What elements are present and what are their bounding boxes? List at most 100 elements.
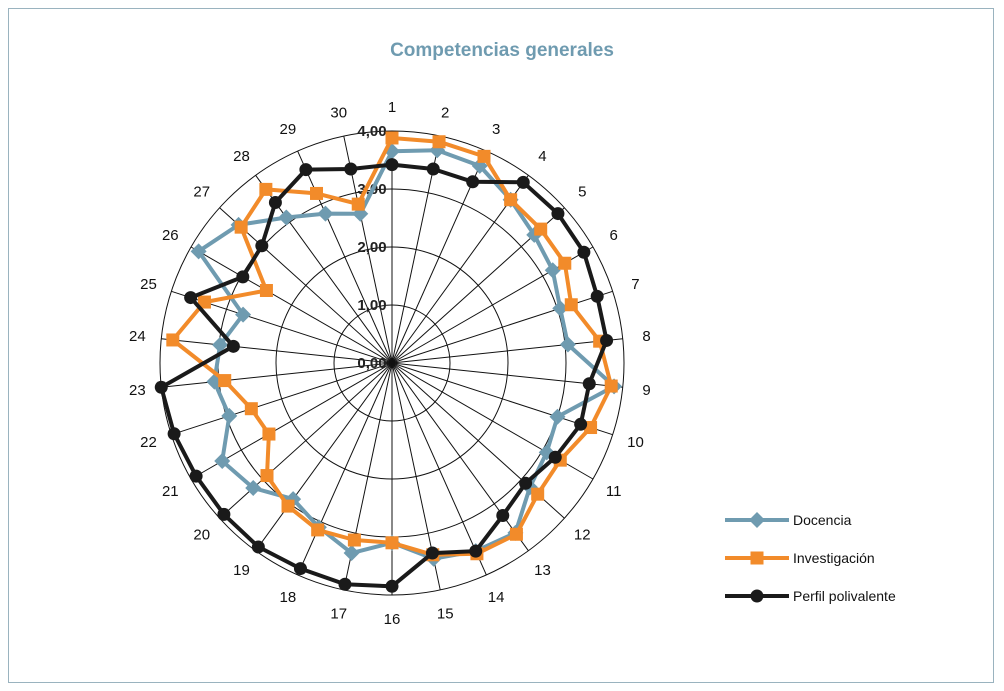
data-point bbox=[590, 289, 604, 303]
grid-spoke bbox=[190, 246, 393, 364]
axis-label-30: 30 bbox=[330, 105, 347, 122]
data-point bbox=[218, 374, 232, 388]
data-point bbox=[299, 163, 313, 177]
data-point bbox=[496, 508, 510, 522]
legend-item: Perfil polivalente bbox=[725, 581, 955, 619]
data-point bbox=[425, 546, 439, 560]
grid-spoke bbox=[391, 175, 529, 364]
axis-label-5: 5 bbox=[578, 184, 586, 201]
data-point bbox=[558, 256, 572, 270]
axis-label-2: 2 bbox=[441, 105, 449, 122]
data-point bbox=[343, 545, 360, 562]
legend-marker bbox=[749, 512, 765, 528]
data-point bbox=[268, 196, 282, 210]
axis-label-24: 24 bbox=[129, 328, 146, 345]
data-point bbox=[432, 135, 446, 149]
data-point bbox=[604, 379, 618, 393]
ring-label: 2,00 bbox=[357, 239, 386, 256]
data-point bbox=[466, 175, 480, 189]
data-point bbox=[469, 544, 483, 558]
data-point bbox=[260, 469, 274, 483]
data-point bbox=[212, 336, 229, 353]
axis-label-19: 19 bbox=[233, 562, 250, 579]
data-point bbox=[167, 427, 181, 441]
legend-marker bbox=[750, 589, 764, 603]
legend-label: Perfil polivalente bbox=[793, 588, 896, 604]
data-point bbox=[531, 487, 545, 501]
data-point bbox=[552, 300, 569, 317]
data-point bbox=[255, 239, 269, 253]
data-point bbox=[544, 262, 561, 279]
data-point bbox=[548, 450, 562, 464]
axis-labels: 1 234567891011121314151617181920212223242… bbox=[129, 99, 651, 628]
grid-spoke bbox=[297, 362, 393, 576]
data-point bbox=[477, 149, 491, 163]
legend: Docencia Investigación Perfil polivalente bbox=[725, 505, 955, 619]
axis-label-15: 15 bbox=[437, 605, 454, 622]
data-point bbox=[559, 336, 576, 353]
data-point bbox=[551, 207, 565, 221]
data-point bbox=[197, 295, 211, 309]
data-point bbox=[509, 527, 523, 541]
data-point bbox=[217, 507, 231, 521]
axis-label-14: 14 bbox=[488, 589, 505, 606]
legend-swatch bbox=[725, 589, 789, 603]
data-point bbox=[311, 523, 325, 537]
data-point bbox=[235, 306, 252, 323]
axis-label-11: 11 bbox=[606, 483, 622, 500]
data-point bbox=[385, 536, 399, 550]
ring-label: 4,00 bbox=[357, 123, 386, 140]
series-perfil-polivalente bbox=[154, 158, 614, 593]
data-point bbox=[293, 562, 307, 576]
axis-label-6: 6 bbox=[610, 227, 618, 244]
legend-marker bbox=[750, 551, 764, 565]
axis-label-26: 26 bbox=[162, 227, 179, 244]
axis-label-18: 18 bbox=[280, 589, 297, 606]
data-point bbox=[184, 291, 198, 305]
axis-label-25: 25 bbox=[140, 276, 157, 293]
data-point bbox=[600, 333, 614, 347]
data-point bbox=[504, 193, 518, 207]
data-point bbox=[221, 407, 238, 424]
data-point bbox=[262, 427, 276, 441]
data-point bbox=[584, 421, 598, 435]
axis-label-12: 12 bbox=[574, 526, 591, 543]
data-point bbox=[426, 162, 440, 176]
axis-label-13: 13 bbox=[534, 562, 551, 579]
chart-title: Competencias generales bbox=[390, 40, 614, 61]
axis-label-21: 21 bbox=[162, 483, 179, 500]
data-point bbox=[226, 339, 240, 353]
grid-spoke bbox=[219, 207, 393, 364]
data-point bbox=[564, 298, 578, 312]
axis-label-27: 27 bbox=[193, 184, 210, 201]
data-point bbox=[347, 533, 361, 547]
grid-spoke bbox=[161, 362, 393, 388]
axis-label-1: 1 bbox=[388, 99, 396, 116]
axis-label-29: 29 bbox=[280, 121, 297, 138]
ring-label: 0,00 bbox=[357, 355, 386, 372]
legend-item: Investigación bbox=[725, 543, 955, 581]
data-point bbox=[278, 209, 295, 226]
grid-spoke bbox=[297, 150, 393, 364]
grid-spoke bbox=[391, 290, 613, 364]
grid-spoke bbox=[391, 338, 623, 364]
legend-label: Investigación bbox=[793, 550, 875, 566]
data-point bbox=[582, 377, 596, 391]
data-point bbox=[338, 577, 352, 591]
data-point bbox=[344, 162, 358, 176]
grid-spoke bbox=[391, 362, 487, 576]
data-point bbox=[281, 499, 295, 513]
data-point bbox=[154, 380, 168, 394]
data-point bbox=[317, 205, 334, 222]
data-point bbox=[236, 270, 250, 284]
data-point bbox=[385, 158, 399, 172]
data-point bbox=[385, 131, 399, 145]
data-point bbox=[385, 579, 399, 593]
data-point bbox=[234, 220, 248, 234]
data-point bbox=[245, 479, 262, 496]
data-point bbox=[244, 402, 258, 416]
data-point bbox=[259, 182, 273, 196]
axis-label-7: 7 bbox=[631, 276, 639, 293]
legend-item: Docencia bbox=[725, 505, 955, 543]
